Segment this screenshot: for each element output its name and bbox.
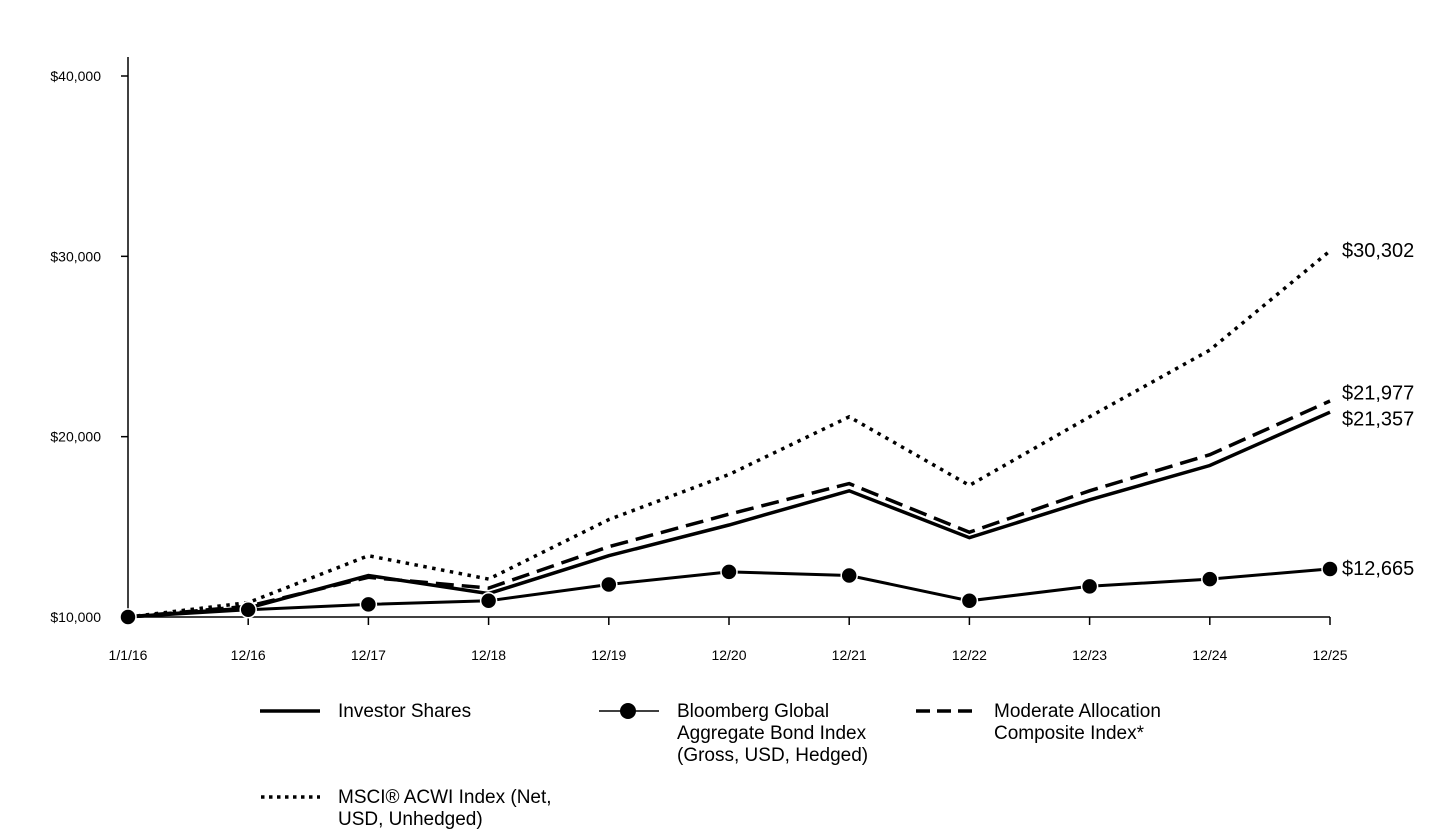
x-tick-label: 1/1/16 bbox=[109, 647, 148, 663]
series-marker bbox=[479, 592, 498, 610]
x-tick-label: 12/24 bbox=[1192, 647, 1227, 663]
end-value-label: $12,665 bbox=[1342, 558, 1414, 580]
series-marker bbox=[600, 575, 618, 594]
y-tick-label: $30,000 bbox=[50, 248, 101, 264]
x-tick-label: 12/17 bbox=[351, 647, 386, 663]
series-line bbox=[127, 399, 1331, 619]
y-tick-label: $40,000 bbox=[50, 68, 101, 84]
series-marker bbox=[960, 592, 979, 610]
series-marker bbox=[720, 563, 738, 581]
series-line bbox=[127, 410, 1331, 619]
x-tick-label: 12/19 bbox=[591, 647, 626, 663]
series-marker bbox=[1201, 570, 1219, 588]
x-tick-label: 12/21 bbox=[832, 647, 867, 663]
series-marker bbox=[1321, 560, 1339, 578]
x-tick-label: 12/23 bbox=[1072, 647, 1107, 663]
y-tick-label: $10,000 bbox=[50, 609, 101, 625]
series-line bbox=[127, 249, 1332, 619]
end-value-label: $21,357 bbox=[1342, 409, 1414, 431]
x-tick-label: 12/16 bbox=[231, 647, 266, 663]
series-marker bbox=[840, 566, 858, 585]
end-value-label: $30,302 bbox=[1342, 240, 1414, 262]
x-tick-label: 12/25 bbox=[1312, 647, 1347, 663]
end-value-label: $21,977 bbox=[1342, 383, 1414, 405]
series-marker bbox=[119, 608, 137, 626]
series-marker bbox=[1080, 577, 1099, 596]
y-tick-label: $20,000 bbox=[50, 429, 101, 445]
series-marker bbox=[239, 601, 257, 619]
x-tick-label: 12/20 bbox=[711, 647, 746, 663]
series-marker bbox=[359, 595, 378, 614]
x-tick-label: 12/22 bbox=[952, 647, 987, 663]
x-tick-label: 12/18 bbox=[471, 647, 506, 663]
